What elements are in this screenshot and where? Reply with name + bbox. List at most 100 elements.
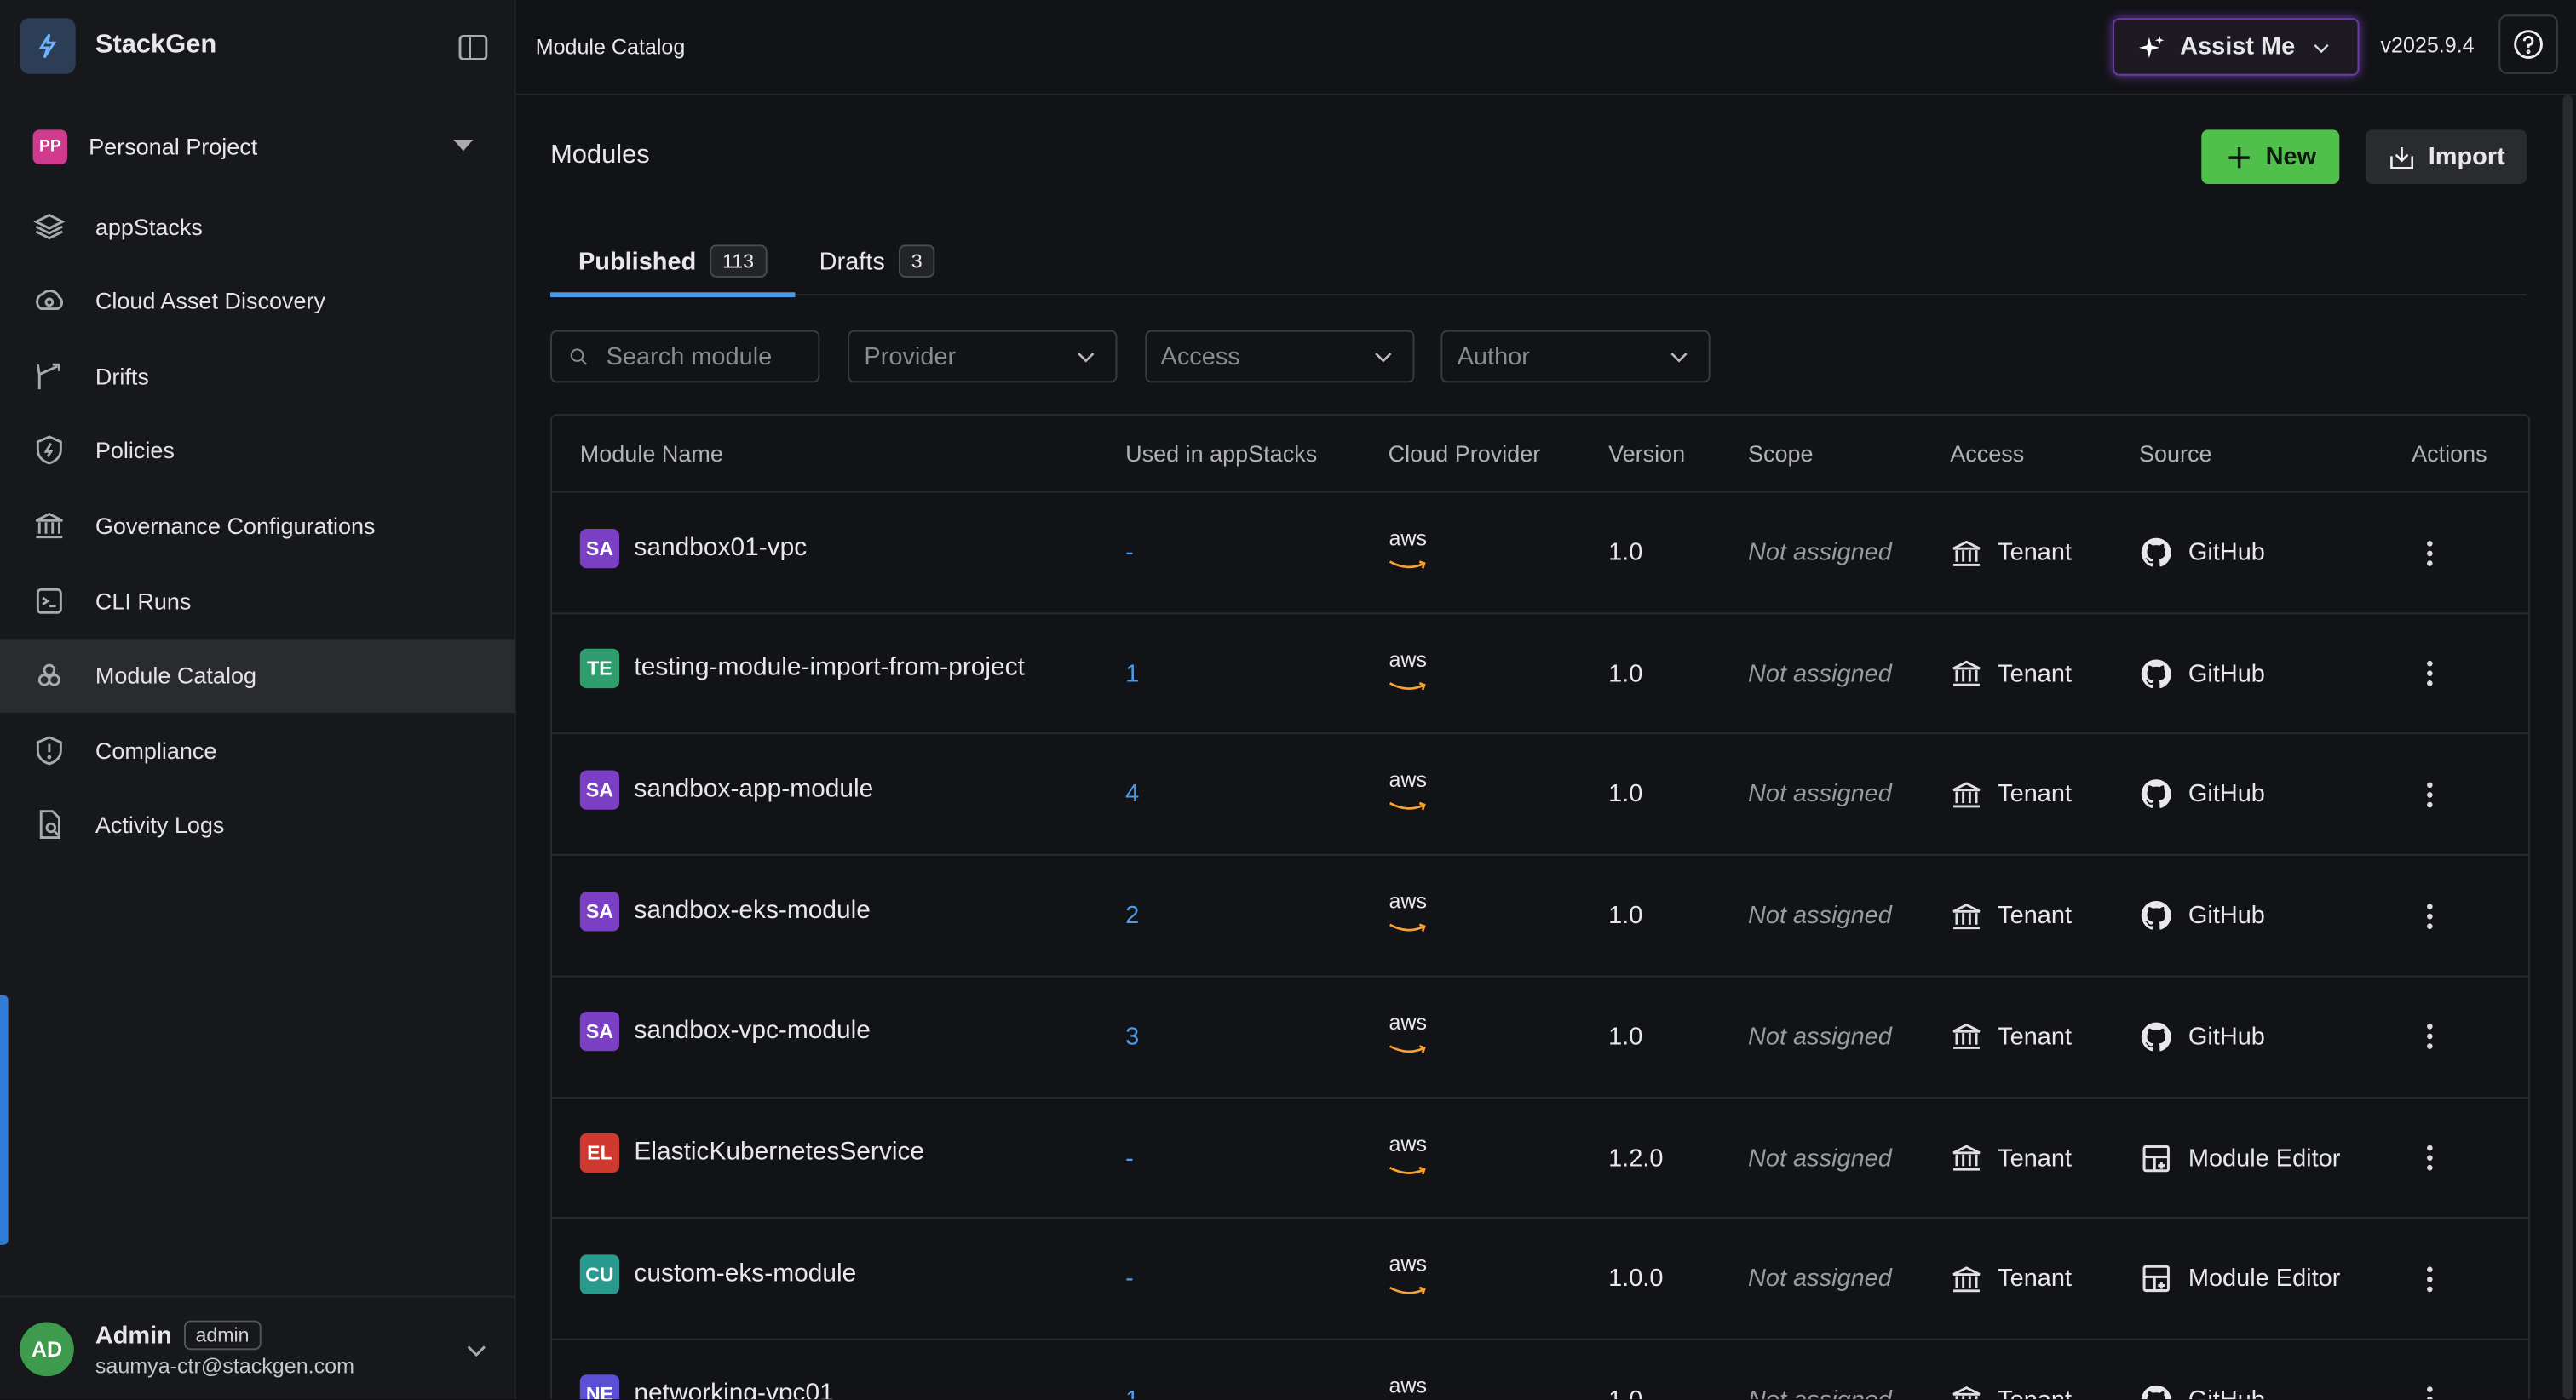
icon-graphic xyxy=(35,512,63,538)
module-name[interactable]: ElasticKubernetesService xyxy=(634,1138,925,1167)
user-menu[interactable]: AD Admin admin saumya-ctr@stackgen.com xyxy=(0,1295,515,1400)
icon xyxy=(2139,777,2173,812)
module-name[interactable]: networking-vpc01 xyxy=(634,1380,834,1400)
used-count[interactable]: 1 xyxy=(1125,659,1140,688)
column-header: Actions xyxy=(2412,439,2487,467)
column-header: Cloud Provider xyxy=(1388,439,1541,467)
icon xyxy=(2139,1383,2173,1400)
module-name[interactable]: sandbox01-vpc xyxy=(634,532,808,561)
nav-item[interactable]: appStacks xyxy=(0,189,515,263)
module-name[interactable]: sandbox-vpc-module xyxy=(634,1017,871,1046)
access-cell: Tenant xyxy=(1950,1219,2072,1339)
version: 1.2.0 xyxy=(1608,1144,1664,1173)
icon xyxy=(2139,1140,2173,1175)
icon xyxy=(2512,28,2545,61)
used-count[interactable]: - xyxy=(1125,538,1134,567)
used-count[interactable]: 4 xyxy=(1125,780,1140,809)
row-actions[interactable] xyxy=(2418,614,2441,734)
scope: Not assigned xyxy=(1747,901,1892,930)
icon xyxy=(2139,1262,2173,1297)
table-row: CU custom-eks-module - aws 1.0.0 Not assigned… xyxy=(551,1217,2529,1339)
column-header: Version xyxy=(1608,439,1686,467)
table: Module Name Used in appStacks Cloud Provid… xyxy=(550,413,2530,1400)
access-label: Tenant xyxy=(1998,1144,2073,1173)
module-cell: SA sandbox-eks-module xyxy=(579,851,871,971)
provider-smile xyxy=(1389,1033,1428,1061)
used-count[interactable]: 1 xyxy=(1125,1340,1139,1400)
icon-graphic xyxy=(1952,660,1981,687)
import-button[interactable]: Import xyxy=(2366,129,2527,184)
aws-smile xyxy=(1389,802,1426,811)
nav-item[interactable]: Drifts xyxy=(0,339,515,413)
source-cell: GitHub xyxy=(2139,977,2265,1097)
row-actions[interactable] xyxy=(2418,493,2441,613)
tab[interactable]: Published 113 xyxy=(550,230,796,298)
nav-item[interactable]: Cloud Asset Discovery xyxy=(0,264,515,338)
row-actions[interactable] xyxy=(2418,1098,2441,1218)
nav-item[interactable]: Module Catalog xyxy=(0,638,515,713)
row-actions[interactable] xyxy=(2418,1340,2441,1400)
source-cell: GitHub xyxy=(2139,1340,2265,1400)
icon-graphic xyxy=(1952,903,1981,929)
nav-item[interactable]: CLI Runs xyxy=(0,563,515,637)
icon-graphic xyxy=(37,663,60,686)
access-label: Tenant xyxy=(1998,1386,2072,1400)
icon-graphic xyxy=(33,213,66,239)
icon xyxy=(32,30,65,63)
nav-item[interactable]: Governance Configurations xyxy=(0,489,515,563)
column-header: Source xyxy=(2138,439,2212,467)
used-count[interactable]: 2 xyxy=(1125,901,1140,930)
module-name[interactable]: sandbox-eks-module xyxy=(634,896,871,925)
access-cell: Tenant xyxy=(1950,493,2072,613)
version: 1.0 xyxy=(1608,538,1643,567)
row-actions[interactable] xyxy=(2418,735,2441,855)
used-count[interactable]: - xyxy=(1125,1144,1134,1173)
nav-label: Cloud Asset Discovery xyxy=(95,287,325,314)
module-name[interactable]: sandbox-app-module xyxy=(634,775,874,803)
icon-graphic xyxy=(2514,30,2543,59)
filter-select[interactable]: Provider xyxy=(848,330,1118,383)
module-badge: SA xyxy=(579,891,620,931)
nav-item[interactable]: Activity Logs xyxy=(0,788,515,862)
icon-graphic xyxy=(1952,782,1981,808)
nav-item[interactable]: Policies xyxy=(0,414,515,488)
filter-select[interactable]: Access xyxy=(1144,330,1414,383)
user-email: saumya-ctr@stackgen.com xyxy=(95,1353,354,1379)
scope: Not assigned xyxy=(1747,659,1892,688)
used-count[interactable]: - xyxy=(1125,1265,1134,1294)
icon-graphic xyxy=(39,810,60,840)
kebab-icon xyxy=(2427,1024,2433,1050)
access-label: Tenant xyxy=(1998,659,2073,688)
module-name[interactable]: testing-module-import-from-project xyxy=(634,653,1025,682)
assist-button[interactable]: Assist Me xyxy=(2113,18,2360,76)
icon-graphic xyxy=(1952,1265,1981,1292)
module-cell: SA sandbox-vpc-module xyxy=(579,972,871,1092)
used-count[interactable]: 3 xyxy=(1125,1023,1140,1051)
source-label: GitHub xyxy=(2188,659,2265,688)
icon-graphic xyxy=(1078,353,1095,363)
icon-graphic xyxy=(36,290,63,311)
table-row: NE networking-vpc01 1 aws 1.0 Not assigned Ten… xyxy=(551,1338,2529,1400)
new-button[interactable]: New xyxy=(2201,129,2340,184)
row-actions[interactable] xyxy=(2418,977,2441,1097)
module-cell: NE networking-vpc01 xyxy=(579,1335,834,1400)
tab[interactable]: Drafts 3 xyxy=(795,230,959,292)
icon xyxy=(1950,536,1983,570)
source-label: GitHub xyxy=(2188,1023,2265,1051)
icon-graphic xyxy=(458,34,488,60)
sidebar-toggle[interactable] xyxy=(457,32,490,72)
filter-select[interactable]: Author xyxy=(1440,330,1711,383)
provider-smile xyxy=(1389,790,1428,818)
row-actions[interactable] xyxy=(2418,856,2441,976)
help-button[interactable] xyxy=(2498,14,2558,74)
nav-item[interactable]: Compliance xyxy=(0,713,515,787)
module-name[interactable]: custom-eks-module xyxy=(634,1259,857,1288)
icon-graphic xyxy=(36,735,62,765)
row-actions[interactable] xyxy=(2418,1219,2441,1339)
icon-graphic xyxy=(2142,1265,2170,1293)
new-label: New xyxy=(2265,142,2317,171)
scope: Not assigned xyxy=(1747,780,1892,809)
search-input[interactable]: Search module xyxy=(550,330,820,383)
project-selector[interactable]: PP Personal Project xyxy=(32,128,477,164)
icon xyxy=(2139,536,2173,571)
